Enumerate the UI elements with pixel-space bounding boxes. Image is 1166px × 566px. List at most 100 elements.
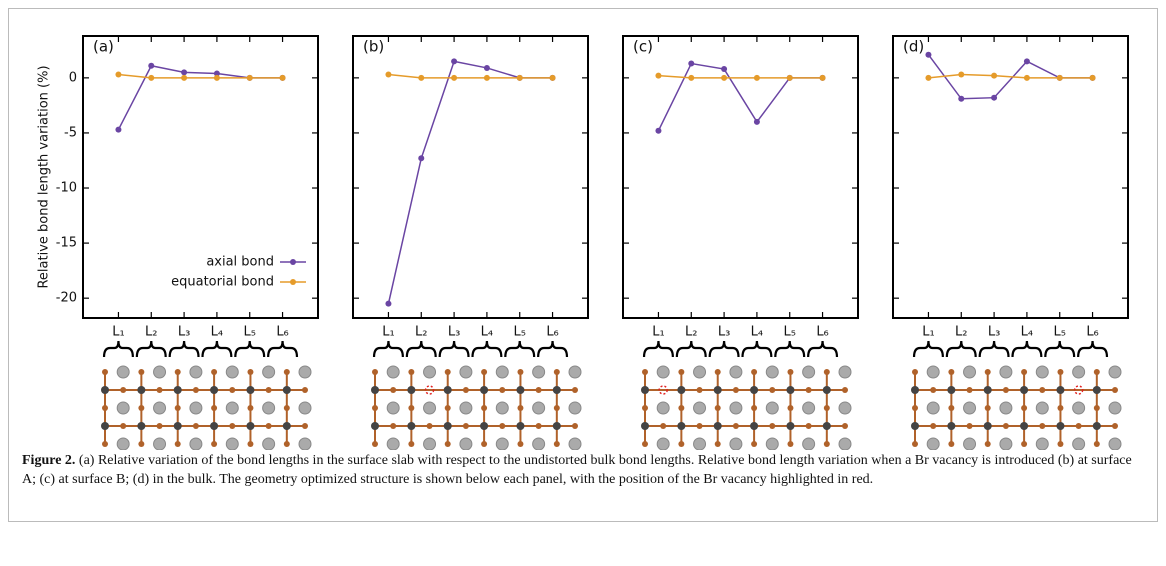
- pb-atom: [371, 422, 379, 430]
- br-atom: [729, 401, 743, 415]
- x-tick-label: L₁: [652, 325, 664, 340]
- br-atom: [481, 441, 488, 447]
- br-atom: [963, 365, 977, 379]
- brace: [1011, 340, 1043, 358]
- pb-atom: [407, 422, 416, 430]
- br-atom: [1002, 423, 1009, 429]
- br-atom: [802, 437, 816, 450]
- br-atom: [769, 387, 776, 393]
- br-atom: [189, 437, 203, 450]
- br-atom: [265, 387, 272, 393]
- y-tick-label: -10: [56, 181, 77, 196]
- x-tick-label: L₃: [988, 325, 1000, 340]
- br-atom: [102, 369, 108, 375]
- point: [753, 74, 760, 81]
- legend-label: axial bond: [206, 255, 274, 270]
- br-atom: [229, 387, 236, 393]
- br-atom: [423, 437, 437, 450]
- pb-atom: [713, 422, 722, 430]
- brace: [708, 340, 740, 358]
- br-atom: [495, 401, 509, 415]
- pb-atom: [1020, 386, 1029, 394]
- br-atom: [390, 423, 397, 429]
- br-atom: [572, 423, 578, 429]
- point: [115, 126, 122, 133]
- br-atom: [481, 405, 488, 411]
- br-atom: [225, 365, 239, 379]
- panel-label: (c): [633, 38, 653, 56]
- br-atom: [481, 369, 488, 375]
- br-atom: [1108, 365, 1122, 379]
- br-atom: [459, 401, 473, 415]
- figure: 0 -5 -10 -15 -20 Relative bond length variati…: [37, 35, 1129, 450]
- br-atom: [444, 441, 451, 447]
- br-atom: [372, 441, 378, 447]
- point: [786, 74, 793, 81]
- pb-atom: [822, 386, 831, 394]
- brace: [741, 340, 773, 358]
- pb-atom: [210, 386, 219, 394]
- panel-label: (b): [363, 38, 384, 56]
- br-atom: [174, 441, 181, 447]
- br-atom: [714, 369, 721, 375]
- point: [451, 74, 458, 81]
- br-atom: [1108, 401, 1122, 415]
- panel-label: (d): [903, 38, 924, 56]
- br-atom: [1057, 369, 1064, 375]
- brace: [267, 340, 299, 358]
- br-atom: [1112, 387, 1118, 393]
- br-atom: [930, 387, 937, 393]
- br-atom: [642, 405, 648, 411]
- br-atom: [1035, 401, 1049, 415]
- br-atom: [765, 437, 779, 450]
- x-tick-label: L₅: [783, 325, 795, 340]
- vacancy: [424, 385, 435, 395]
- br-atom: [732, 387, 739, 393]
- br-atom: [765, 401, 779, 415]
- br-atom: [805, 423, 812, 429]
- br-atom: [823, 405, 830, 411]
- br-atom: [247, 405, 254, 411]
- br-atom: [138, 441, 145, 447]
- pb-atom: [407, 386, 416, 394]
- pb-atom: [677, 386, 686, 394]
- x-tick-label: L₁: [382, 325, 394, 340]
- pb-atom: [516, 386, 525, 394]
- br-atom: [408, 405, 415, 411]
- br-atom: [459, 437, 473, 450]
- br-atom: [116, 437, 130, 450]
- br-atom: [189, 365, 203, 379]
- br-atom: [912, 369, 918, 375]
- pb-atom: [246, 422, 255, 430]
- brace: [201, 340, 233, 358]
- br-atom: [156, 423, 163, 429]
- br-atom: [838, 401, 852, 415]
- br-atom: [656, 401, 670, 415]
- br-atom: [966, 387, 973, 393]
- brace: [372, 340, 404, 358]
- br-atom: [948, 369, 955, 375]
- series-line: [118, 73, 283, 79]
- point: [991, 94, 998, 101]
- br-atom: [517, 405, 524, 411]
- br-atom: [262, 365, 276, 379]
- br-atom: [372, 405, 378, 411]
- x-tick-label: L₄: [1021, 325, 1033, 340]
- br-atom: [1072, 365, 1086, 379]
- br-atom: [444, 369, 451, 375]
- br-atom: [999, 401, 1013, 415]
- pb-atom: [911, 422, 919, 430]
- br-atom: [1093, 405, 1100, 411]
- br-atom: [787, 405, 794, 411]
- br-atom: [153, 437, 167, 450]
- br-atom: [298, 437, 312, 450]
- br-atom: [495, 437, 509, 450]
- br-atom: [714, 441, 721, 447]
- br-atom: [211, 441, 218, 447]
- brace: [504, 340, 536, 358]
- y-tick-label: -5: [64, 125, 77, 140]
- pb-atom: [282, 422, 291, 430]
- brace: [675, 340, 707, 358]
- br-atom: [408, 441, 415, 447]
- br-atom: [265, 423, 272, 429]
